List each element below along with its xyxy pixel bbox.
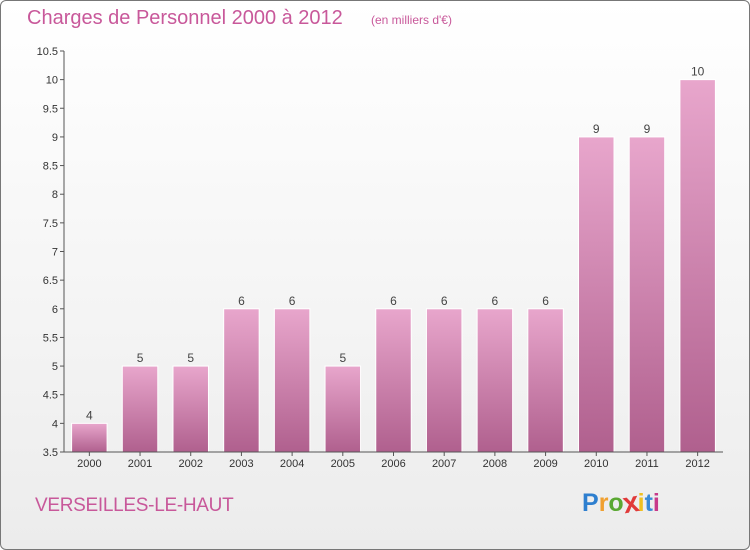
- x-axis: 2000 2001 2002 2003 2004 2005 2006 2007 2008 2009…: [77, 452, 710, 470]
- bar: [679, 79, 716, 453]
- bar: [172, 365, 209, 453]
- chart-subtitle: (en milliers d'€): [371, 13, 452, 27]
- x-tick-label: 2005: [331, 458, 355, 470]
- y-tick-label: 9: [52, 132, 58, 144]
- bar: [578, 136, 615, 453]
- x-tick-label: 2008: [483, 458, 507, 470]
- bar: [71, 422, 108, 453]
- x-tick-label: 2003: [229, 458, 253, 470]
- x-tick-label: 2002: [178, 458, 202, 470]
- logo-letter: i: [652, 489, 660, 517]
- bar-value-label: 6: [542, 294, 549, 308]
- bar: [476, 308, 514, 453]
- bar-value-label: 6: [238, 294, 245, 308]
- y-tick-label: 6: [52, 304, 58, 316]
- x-tick-label: 2007: [432, 458, 456, 470]
- y-tick-label: 10.5: [37, 46, 58, 58]
- y-tick-label: 4: [52, 418, 58, 430]
- bar: [628, 136, 666, 453]
- x-tick-label: 2004: [280, 458, 304, 470]
- y-tick-label: 7: [52, 247, 58, 259]
- logo-letter: P: [582, 489, 599, 517]
- x-tick-label: 2010: [584, 458, 608, 470]
- bar-value-label: 6: [289, 294, 296, 308]
- y-tick-label: 10: [46, 75, 58, 87]
- bar: [425, 308, 463, 453]
- bar-value-label: 5: [137, 351, 144, 365]
- y-tick-label: 4.5: [43, 390, 58, 402]
- logo-letter: r: [598, 489, 609, 517]
- y-tick-label: 5.5: [43, 332, 58, 344]
- bar-value-label: 4: [86, 408, 93, 422]
- x-tick-label: 2011: [635, 458, 659, 470]
- logo-letter: o: [608, 489, 624, 517]
- y-tick-label: 9.5: [43, 103, 58, 115]
- bar: [527, 308, 564, 453]
- logo-letter: t: [644, 489, 653, 517]
- logo-letter: i: [637, 489, 645, 517]
- bar-value-label: 6: [390, 294, 397, 308]
- bar-value-label: 5: [339, 351, 346, 365]
- proxiti-logo[interactable]: Proxiti: [582, 486, 660, 520]
- bar-value-label: 9: [593, 122, 600, 136]
- y-tick-label: 7.5: [43, 218, 58, 230]
- chart-title: Charges de Personnel 2000 à 2012: [27, 7, 343, 29]
- bar: [121, 365, 159, 453]
- x-tick-label: 2009: [533, 458, 557, 470]
- location-name: VERSEILLES-LE-HAUT: [35, 495, 234, 516]
- bars-group: 4 5 5 6 6 5 6 6 6 6 9 9 10: [71, 65, 716, 453]
- bar: [223, 308, 260, 453]
- bar: [375, 308, 412, 453]
- x-tick-label: 2000: [77, 458, 101, 470]
- y-tick-label: 3.5: [43, 447, 58, 459]
- bar-value-label: 9: [644, 122, 651, 136]
- y-tick-label: 6.5: [43, 275, 58, 287]
- bar-value-label: 5: [187, 351, 194, 365]
- x-tick-label: 2006: [381, 458, 405, 470]
- y-axis: 3.5 4 4.5 5 5.5 6 6.5 7 7.5 8 8.5 9 9.5 10 10.5: [37, 46, 723, 459]
- bar-value-label: 6: [441, 294, 448, 308]
- bar-value-label: 10: [691, 65, 705, 79]
- y-tick-label: 5: [52, 361, 58, 373]
- bar-value-label: 6: [492, 294, 499, 308]
- y-tick-label: 8.5: [43, 161, 58, 173]
- y-tick-label: 8: [52, 189, 58, 201]
- x-tick-label: 2001: [128, 458, 152, 470]
- bar: [324, 365, 362, 453]
- bar: [273, 308, 311, 453]
- x-tick-label: 2012: [685, 458, 709, 470]
